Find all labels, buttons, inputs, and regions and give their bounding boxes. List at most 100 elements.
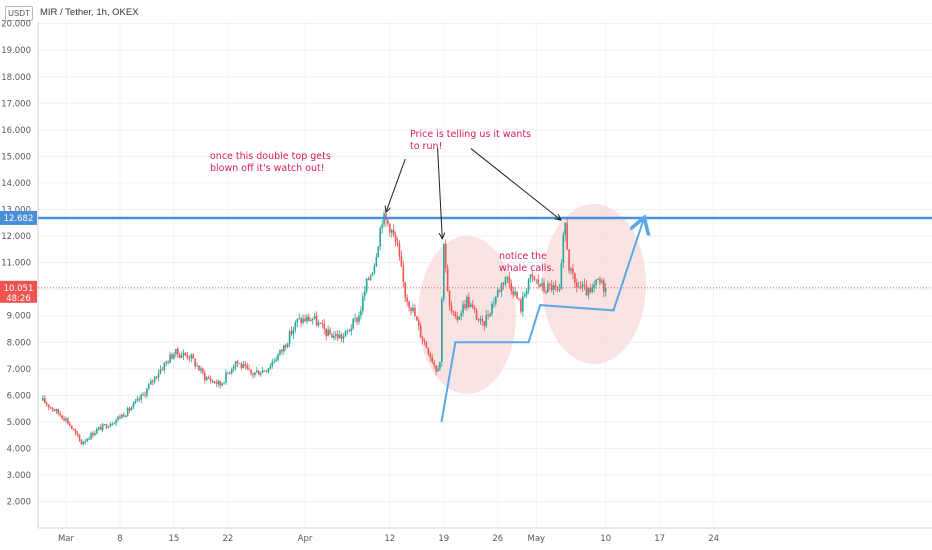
candle-body <box>138 398 141 400</box>
candle-body <box>431 357 434 363</box>
candle-body <box>327 329 329 336</box>
candle-body <box>61 415 63 419</box>
candle-body <box>448 291 451 306</box>
candle-body <box>335 334 337 336</box>
candle-body <box>288 331 291 344</box>
candle-body <box>340 334 343 339</box>
candle-body <box>308 316 310 322</box>
x-tick-label: Apr <box>298 534 313 544</box>
candle-body <box>398 244 401 257</box>
candle-body <box>76 433 79 436</box>
candle-body <box>458 316 461 320</box>
candle-body <box>92 433 94 436</box>
candle-body <box>184 352 187 355</box>
candle-body <box>329 329 331 335</box>
candle-body <box>178 354 181 358</box>
candle-body <box>171 354 173 359</box>
candle-body <box>113 423 115 425</box>
candle-body <box>229 372 231 374</box>
candle-body <box>254 372 256 375</box>
candle-body <box>96 429 98 434</box>
candle-body <box>585 284 588 296</box>
candle-body <box>88 438 90 440</box>
current-price-label: 10.051 <box>4 284 34 294</box>
candle-body <box>491 303 493 314</box>
candle-body <box>550 284 553 290</box>
candle-body <box>273 361 275 363</box>
candle-body <box>579 286 582 288</box>
candle-body <box>402 266 405 283</box>
candle-body <box>354 318 356 320</box>
x-tick-label: 24 <box>708 534 719 544</box>
candle-body <box>556 286 559 290</box>
candle-body <box>568 249 570 271</box>
annotation-text: once this double top gets <box>210 151 331 162</box>
candle-body <box>601 280 603 283</box>
symbol-currency-badge[interactable]: USDT <box>5 6 33 21</box>
x-tick-label: May <box>528 534 546 544</box>
candle-body <box>462 304 464 314</box>
candle-body <box>373 266 376 273</box>
candle-body <box>192 354 195 359</box>
candle-body <box>97 427 100 430</box>
candle-body <box>325 329 328 336</box>
candle-body <box>543 282 545 292</box>
candle-body <box>306 316 308 322</box>
x-tick-label: Mar <box>58 534 75 544</box>
candle-body <box>150 380 152 385</box>
candle-body <box>236 361 239 364</box>
annotation-arrow <box>470 148 561 220</box>
candle-body <box>510 283 513 291</box>
candle-body <box>315 315 318 326</box>
candle-body <box>136 398 139 401</box>
candle-body <box>169 354 171 364</box>
candle-body <box>518 298 520 300</box>
candle-body <box>155 376 158 378</box>
candle-body <box>566 223 568 250</box>
y-tick-label: 12.000 <box>1 232 31 242</box>
level-price-label: 12.682 <box>4 214 34 224</box>
y-tick-label: 4.000 <box>7 444 31 454</box>
candle-body <box>464 304 466 308</box>
candle-body <box>558 289 561 291</box>
candle-body <box>279 349 281 355</box>
candle-body <box>281 349 283 352</box>
candle-body <box>163 362 166 370</box>
candle-body <box>188 357 191 359</box>
projection-path <box>440 217 644 423</box>
candle-body <box>527 278 530 291</box>
candle-body <box>69 423 71 426</box>
annotation-text: notice the <box>499 251 547 262</box>
candle-body <box>429 354 432 358</box>
candle-body <box>419 325 422 338</box>
candle-body <box>352 319 354 329</box>
candle-body <box>284 345 287 348</box>
candle-body <box>522 296 524 312</box>
candle-body <box>599 278 601 283</box>
candle-body <box>412 307 414 311</box>
candle-body <box>471 304 474 308</box>
candle-body <box>51 407 54 410</box>
y-tick-label: 3.000 <box>7 471 31 481</box>
candle-body <box>504 277 507 284</box>
candle-body <box>269 366 272 369</box>
level-price-label-bg <box>0 210 37 225</box>
y-tick-label: 15.000 <box>1 152 31 162</box>
candle-body <box>545 291 547 293</box>
candle-body <box>146 388 148 396</box>
candle-body <box>157 373 160 378</box>
candle-body <box>512 290 514 295</box>
candle-body <box>500 283 503 292</box>
candle-body <box>124 415 127 417</box>
candle-body <box>47 404 50 408</box>
candle-body <box>63 418 65 421</box>
candle-body <box>298 318 301 319</box>
candle-body <box>234 361 237 367</box>
x-tick-label: 8 <box>117 534 122 544</box>
candle-body <box>319 322 322 324</box>
candle-body <box>425 342 428 349</box>
candle-body <box>292 329 295 335</box>
annotation-text: blown off it's watch out! <box>210 163 325 174</box>
candle-body <box>302 318 304 323</box>
